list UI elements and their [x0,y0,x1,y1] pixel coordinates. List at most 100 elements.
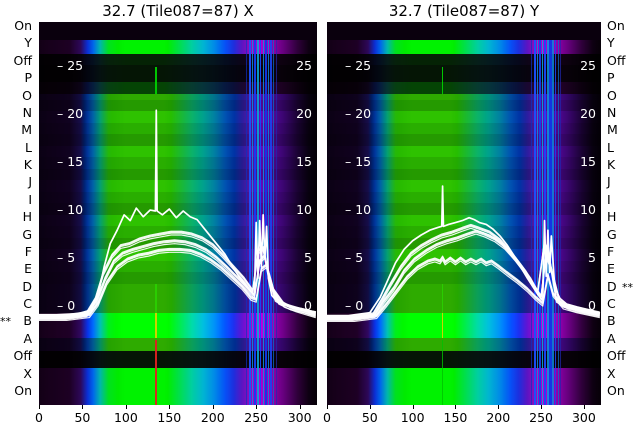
x-tick-mark [541,405,543,409]
row-label-on-0: On [607,18,625,33]
heatmap-vertical-stripe [557,40,559,405]
heatmap-vertical-stripe [539,40,542,405]
row-label-c-16: C [607,296,616,312]
x-tick-mark [82,405,84,409]
heatmap-vertical-stripe [560,40,562,405]
row-label-l-7: L [25,139,32,155]
heatmap-row-band [327,351,601,369]
row-label-off-2: Off [13,52,32,68]
heatmap-vertical-stripe [534,40,536,405]
inner-y-tick-15: 15 [296,154,312,169]
x-tick-mark [299,405,301,409]
row-label-m-6: M [21,122,32,138]
inner-y-tick-10: – 10 [345,202,372,217]
heatmap-row-band [39,65,317,83]
heatmap-row-texture [327,99,601,112]
plot-area-right[interactable] [327,22,601,405]
row-marker-asterisks: ** [622,280,633,294]
row-label-m-6: M [607,122,618,138]
heatmap-center-marker-line [441,312,444,338]
row-label-p-3: P [607,70,615,86]
row-label-e-14: E [24,261,32,277]
row-label-y-1: Y [607,35,615,51]
heatmap-center-marker-line [441,339,444,405]
x-tick-label-0: 0 [35,410,43,425]
inner-y-tick-25: 25 [580,58,596,73]
row-label-f-13: F [607,243,615,259]
x-tick-mark [39,405,40,409]
plot-area-left[interactable] [39,22,317,405]
inner-y-tick-25: – 25 [57,58,84,73]
inner-y-tick-10: – 10 [57,202,84,217]
x-tick-label-50: 50 [74,410,91,425]
row-label-p-3: P [24,70,32,86]
x-tick-mark [498,405,500,409]
heatmap-panel-right[interactable] [327,22,601,405]
row-label-g-12: G [22,226,32,242]
x-tick-mark [256,405,258,409]
row-label-b-17: B [23,313,32,329]
heatmap-vertical-stripe [249,40,251,405]
row-label-h-11: H [22,209,32,225]
x-tick-label-300: 300 [287,410,312,425]
row-label-y-1: Y [24,35,32,51]
inner-y-tick-15: – 15 [345,154,372,169]
row-label-n-5: N [22,104,32,120]
heatmap-row-texture [39,99,317,112]
heatmap-vertical-stripe [257,40,259,405]
panel-title-left: 32.7 (Tile087=87) X [102,2,254,20]
heatmap-vertical-stripe [273,40,275,405]
row-label-j-9: J [607,174,611,190]
inner-y-tick-0: 0 [304,298,312,313]
heatmap-panel-left[interactable] [39,22,317,405]
inner-y-tick-5: 5 [588,250,596,265]
row-label-k-8: K [607,157,616,173]
heatmap-row-band [39,351,317,369]
heatmap-vertical-stripe [549,40,552,405]
x-tick-label-250: 250 [529,410,553,425]
heatmap-row-texture [327,145,601,158]
row-label-a-18: A [23,330,32,346]
x-tick-mark [412,405,414,409]
row-label-l-7: L [607,139,614,155]
inner-y-tick-20: – 20 [345,106,372,121]
row-label-i-10: I [607,191,611,207]
x-tick-label-100: 100 [400,410,425,425]
heatmap-center-marker-line [155,312,158,338]
row-label-c-16: C [23,296,32,312]
panel-title-right: 32.7 (Tile087=87) Y [388,2,540,20]
inner-y-tick-10: 10 [296,202,312,217]
heatmap-vertical-stripe [270,40,272,405]
heatmap-row-band [39,53,317,66]
inner-y-tick-15: – 15 [57,154,84,169]
heatmap-center-marker-line [441,283,444,313]
heatmap-vertical-stripe [252,40,254,405]
heatmap-vertical-stripe [246,40,248,405]
heatmap-row-band [327,53,601,66]
row-label-on-0: On [14,18,32,33]
x-tick-mark [125,405,127,409]
x-tick-label-300: 300 [571,410,596,425]
heatmap-row-band [327,337,601,352]
heatmap-vertical-stripe [262,40,264,405]
inner-y-tick-5: – 5 [345,250,364,265]
x-tick-label-50: 50 [361,410,378,425]
inner-y-tick-25: 25 [296,58,312,73]
heatmap-vertical-stripe [275,40,277,405]
row-label-k-8: K [23,157,32,173]
heatmap-vertical-stripe [552,40,554,405]
row-label-off-2: Off [607,52,626,68]
x-tick-mark [583,405,585,409]
heatmap-row-band [327,82,601,94]
inner-y-tick-10: 10 [580,202,596,217]
row-label-b-17: B [607,313,616,329]
row-label-d-15: D [607,278,617,294]
inner-y-tick-0: – 0 [57,298,76,313]
inner-y-tick-20: – 20 [57,106,84,121]
heatmap-row-band [39,82,317,94]
heatmap-center-marker-line [155,283,158,313]
x-tick-label-150: 150 [157,410,182,425]
inner-y-tick-20: 20 [580,106,596,121]
x-tick-mark [369,405,371,409]
